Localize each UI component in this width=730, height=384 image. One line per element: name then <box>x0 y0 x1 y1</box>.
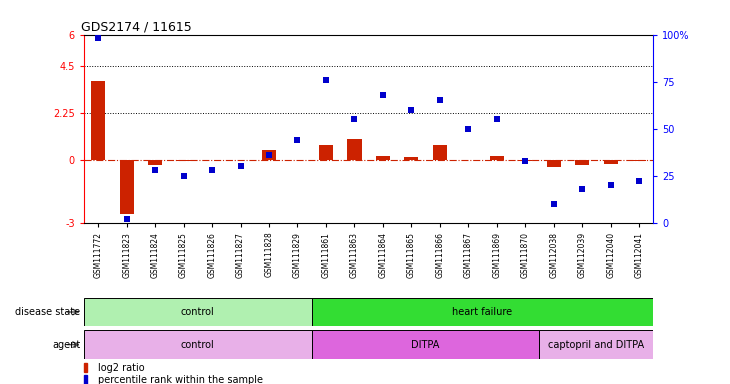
Point <box>349 116 361 122</box>
Point <box>634 178 645 184</box>
Point <box>235 163 247 169</box>
Bar <box>84 375 87 384</box>
Text: GDS2174 / 11615: GDS2174 / 11615 <box>81 20 192 33</box>
Bar <box>84 298 312 326</box>
Bar <box>604 160 618 164</box>
Bar <box>84 363 87 372</box>
Point <box>377 92 388 98</box>
Text: agent: agent <box>52 339 80 350</box>
Bar <box>376 156 390 160</box>
Text: control: control <box>181 307 215 317</box>
Point <box>577 186 588 192</box>
Point <box>320 77 331 83</box>
Text: heart failure: heart failure <box>453 307 512 317</box>
Point <box>491 116 502 122</box>
Bar <box>518 160 532 161</box>
Bar <box>262 149 276 160</box>
Bar <box>632 160 646 161</box>
Bar <box>433 146 447 160</box>
Point <box>206 167 218 173</box>
Bar <box>312 298 653 326</box>
Point <box>434 98 445 104</box>
Point <box>548 201 559 207</box>
Point <box>406 107 418 113</box>
Bar <box>404 157 418 160</box>
Bar <box>177 160 191 161</box>
Text: control: control <box>181 339 215 350</box>
Bar <box>319 146 333 160</box>
Point <box>92 35 104 41</box>
Bar <box>120 160 134 214</box>
Point <box>604 182 616 188</box>
Text: DITPA: DITPA <box>412 339 439 350</box>
Bar <box>539 330 653 359</box>
Text: disease state: disease state <box>15 307 80 317</box>
Bar <box>91 81 105 160</box>
Point <box>149 167 161 173</box>
Bar <box>312 330 539 359</box>
Point <box>519 157 531 164</box>
Point <box>121 216 133 222</box>
Bar <box>148 160 162 165</box>
Text: percentile rank within the sample: percentile rank within the sample <box>98 376 264 384</box>
Point <box>178 173 190 179</box>
Point <box>263 152 274 158</box>
Bar <box>490 156 504 160</box>
Bar <box>547 160 561 167</box>
Point <box>292 137 304 143</box>
Text: captopril and DITPA: captopril and DITPA <box>548 339 645 350</box>
Bar <box>84 330 312 359</box>
Text: log2 ratio: log2 ratio <box>98 363 145 373</box>
Bar <box>347 139 361 160</box>
Bar <box>575 160 589 165</box>
Point <box>463 126 474 132</box>
